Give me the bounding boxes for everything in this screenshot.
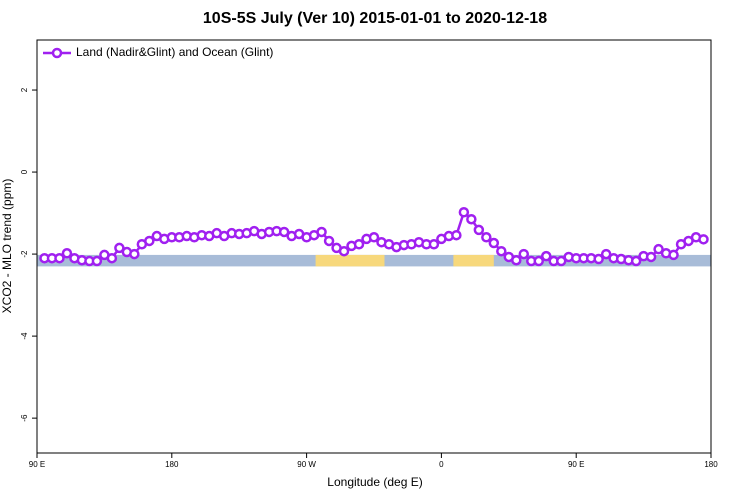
series-marker [668, 249, 679, 261]
series-marker [106, 252, 118, 264]
series-marker [555, 255, 567, 267]
x-tick-label: 90 E [568, 460, 584, 469]
series-marker [451, 229, 462, 241]
series-marker [473, 224, 485, 236]
series-marker [511, 254, 522, 266]
x-tick-label: 180 [704, 460, 718, 469]
series-marker [466, 213, 477, 225]
land-band [315, 254, 385, 267]
series-marker [540, 250, 552, 262]
series-marker [323, 235, 335, 247]
plot-frame [36, 39, 712, 454]
y-tick-label: 2 [20, 87, 29, 92]
series-marker [645, 251, 657, 263]
series-marker [54, 252, 65, 264]
y-tick-label: -6 [20, 414, 29, 422]
series-marker [144, 235, 155, 247]
x-tick-label: 90 W [297, 460, 316, 469]
series-marker [428, 238, 440, 250]
y-tick-label: -2 [20, 250, 29, 258]
chart-title: 10S-5S July (Ver 10) 2015-01-01 to 2020-… [203, 10, 547, 27]
series-marker [458, 207, 470, 218]
series-marker [114, 242, 125, 254]
series-marker [353, 238, 365, 250]
y-axis-label: XCO2 - MLO trend (ppm) [0, 179, 14, 314]
y-tick-label: 0 [20, 169, 29, 174]
series-marker [630, 255, 642, 267]
series-marker [338, 245, 350, 257]
series-marker [600, 248, 612, 260]
land-band [453, 254, 494, 267]
series-marker [496, 245, 507, 257]
legend-marker [51, 47, 63, 59]
legend-label: Land (Nadir&Glint) and Ocean (Glint) [76, 45, 273, 59]
x-tick-label: 0 [439, 460, 444, 469]
series-marker [481, 232, 492, 243]
series-marker [698, 234, 709, 245]
series-marker [61, 248, 73, 259]
series-marker [129, 248, 140, 260]
series-marker [488, 237, 500, 249]
series-marker [653, 243, 664, 255]
series-marker [91, 255, 103, 267]
x-tick-label: 180 [165, 460, 179, 469]
series-marker [533, 255, 545, 267]
series-marker [316, 226, 327, 238]
series-marker [368, 232, 380, 243]
y-tick-label: -4 [20, 332, 29, 340]
series-marker [278, 226, 290, 238]
series-marker [593, 253, 604, 265]
x-axis-label: Longitude (deg E) [327, 475, 422, 489]
series-marker [518, 248, 530, 260]
x-tick-label: 90 E [29, 460, 45, 469]
